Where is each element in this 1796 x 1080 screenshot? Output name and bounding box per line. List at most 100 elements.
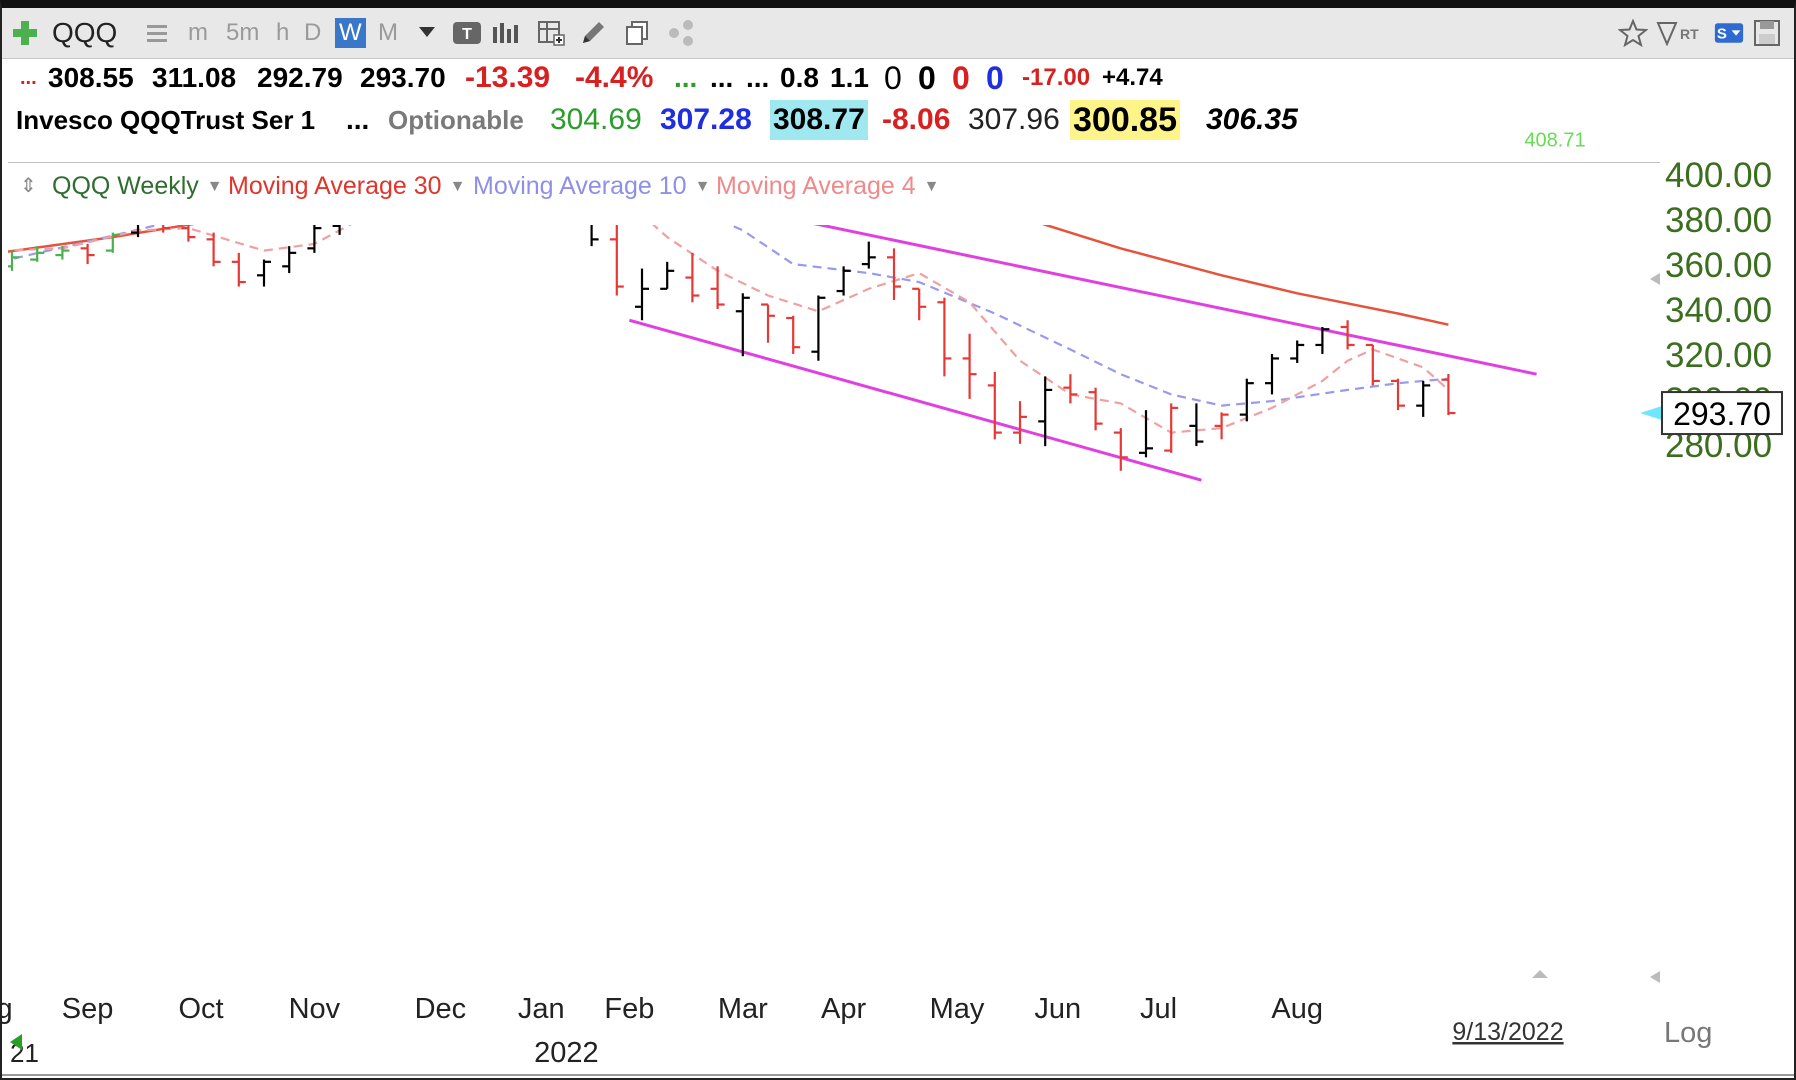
period-w[interactable]: W [335,18,366,48]
ohlc-bar [836,266,851,296]
count-4-value: 0 [986,60,1004,96]
ohlc-bar [131,225,140,238]
ohlc-bar [887,248,901,301]
trendline-support [628,318,1202,482]
ohlc-bar [861,241,876,269]
low-value: 292.79 [257,62,343,93]
reorder-icon[interactable]: ⇕ [20,175,37,197]
count-2-value: 0 [918,60,936,96]
y-tick-label: 320.00 [1665,336,1772,375]
legend-ma30[interactable]: Moving Average 30 ▼ [228,170,465,203]
ohlc-bar [181,225,196,242]
axis-scroll-up-icon [1650,273,1660,285]
legend-ma10-caret-icon[interactable]: ▼ [694,178,711,196]
ohlc-bar [1365,343,1380,386]
ohlc-bar [206,232,221,267]
price-5-value: 307.96 [968,103,1060,136]
realtime-icon[interactable]: RT [1678,18,1708,48]
period-d[interactable]: D [304,19,322,46]
price-4-value: -8.06 [882,103,951,136]
ohlc-bar [1113,428,1128,471]
x-tick-label: Aug [0,993,13,1025]
ohlc-bar [1290,340,1305,363]
axis-scroll-down-icon [1650,971,1660,983]
y-tick-label: 340.00 [1665,291,1772,330]
y-tick-label: 400.00 [1665,156,1772,195]
ohlc-bar [408,154,422,185]
save-icon[interactable] [1752,18,1782,48]
share-icon[interactable] [666,18,696,48]
ohlc-bar [1391,378,1405,411]
y-tick-label: 380.00 [1665,201,1772,240]
legend-main[interactable]: QQQ Weekly ▼ [52,170,223,203]
last-price-box [1661,391,1783,436]
x-tick-label: Apr [821,993,866,1025]
copy-icon[interactable] [622,18,652,48]
ohlc-bar [987,371,1002,440]
period-5m[interactable]: 5m [226,19,260,46]
level-line-label: 408.71 [1524,130,1585,152]
ohlc-bar [735,293,750,357]
legend-ma4-caret-icon[interactable]: ▼ [923,178,940,196]
period-h[interactable]: h [276,19,290,46]
ohlc-bar [1013,401,1027,444]
ohlc-bar [8,250,19,271]
ohlc-bar [1416,380,1431,417]
add-symbol-icon[interactable] [10,18,40,48]
quote-dots-5: ... [346,104,370,135]
ohlc-bar [358,170,372,204]
ohlc-bar [1239,378,1254,422]
x-tick-label: Sep [62,993,114,1025]
ohlc-bar [1164,403,1179,453]
ohlc-bar [1038,376,1053,447]
bottom-border [0,1074,1796,1076]
year-label: 2022 [534,1037,599,1069]
cursor-date-label: 9/13/2022 [1452,1018,1563,1046]
ohlc-bar [1189,403,1204,447]
x-tick-label: May [930,993,985,1025]
ohlc-bar [433,170,447,217]
svg-text:S: S [1717,25,1727,42]
x-tick-label: Feb [604,993,654,1025]
ohlc-bar [937,297,952,377]
last-price-arrow [1640,406,1662,421]
legend-main-caret-icon[interactable]: ▼ [206,178,223,196]
count-1-value: 0 [884,60,902,96]
legend-ma4[interactable]: Moving Average 4 ▼ [716,170,940,203]
list-icon[interactable] [142,18,172,48]
legend-ma10-label: Moving Average 10 [473,172,687,200]
legend-ma10[interactable]: Moving Average 10 ▼ [473,170,710,203]
legend-ma30-caret-icon[interactable]: ▼ [449,178,466,196]
table-add-icon[interactable] [536,18,566,48]
open-value: 308.55 [48,62,134,93]
text-tool-icon[interactable]: T [452,18,482,48]
s-dropdown-icon[interactable]: S [1714,18,1744,48]
symbol-label[interactable]: QQQ [52,17,118,48]
chg-2-value: +4.74 [1102,64,1163,91]
quote-dots-3: ... [710,62,734,93]
period-dropdown-icon[interactable] [412,18,442,48]
period-m-monthly[interactable]: M [378,19,398,46]
ohlc-bar [609,225,624,296]
svg-text:T: T [462,26,472,43]
last-price-label: 293.70 [1673,396,1771,432]
svg-text:RT: RT [1680,26,1699,42]
ohlc-bar [459,170,473,217]
close-value: 293.70 [360,62,446,93]
optionable-label: Optionable [388,105,524,135]
alert-icon[interactable] [1652,18,1682,48]
ohlc-bar [1315,326,1330,354]
log-scale-label[interactable]: Log [1664,1017,1712,1049]
price-6-value: 300.85 [1070,100,1180,140]
period-m[interactable]: m [188,19,208,46]
price-3-value: 308.77 [770,100,868,140]
ohlc-bar [534,167,548,187]
ohlc-bar [710,266,725,310]
legend-main-label: QQQ Weekly [52,172,199,200]
ohlc-bar [509,174,523,219]
high-value: 311.08 [152,62,237,93]
star-icon[interactable] [1618,18,1648,48]
bar-chart-icon[interactable] [490,18,520,48]
pencil-icon[interactable] [578,18,608,48]
